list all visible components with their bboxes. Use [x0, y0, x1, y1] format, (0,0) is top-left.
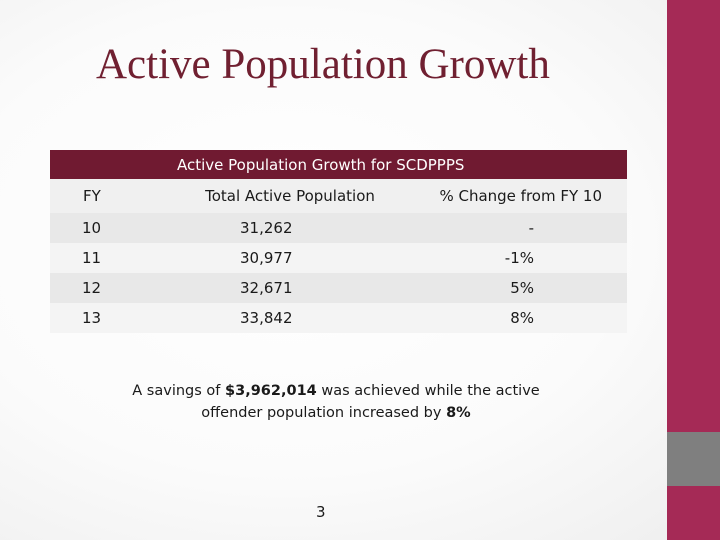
accent-bar-middle	[667, 432, 720, 486]
table-row: 13 33,842 8%	[50, 303, 627, 333]
note-savings-amount: $3,962,014	[225, 383, 317, 399]
table-caption-row: Active Population Growth for SCDPPPS	[50, 150, 627, 179]
accent-bar-top	[667, 0, 720, 432]
page-number: 3	[316, 503, 326, 521]
cell-total: 33,842	[170, 303, 410, 333]
cell-change: -	[410, 213, 627, 243]
table-row: 11 30,977 -1%	[50, 243, 627, 273]
cell-fy: 11	[50, 243, 170, 273]
note-middle: was achieved while the active offender p…	[201, 383, 540, 421]
table-row: 10 31,262 -	[50, 213, 627, 243]
population-table: Active Population Growth for SCDPPPS FY …	[50, 150, 627, 333]
table-header-row: FY Total Active Population % Change from…	[50, 179, 627, 213]
cell-total: 30,977	[170, 243, 410, 273]
note-prefix: A savings of	[132, 383, 226, 399]
cell-change: 8%	[410, 303, 627, 333]
table-row: 12 32,671 5%	[50, 273, 627, 303]
savings-note: A savings of $3,962,014 was achieved whi…	[100, 380, 572, 424]
cell-fy: 12	[50, 273, 170, 303]
cell-fy: 10	[50, 213, 170, 243]
table-caption: Active Population Growth for SCDPPPS	[170, 150, 627, 179]
cell-total: 31,262	[170, 213, 410, 243]
cell-fy: 13	[50, 303, 170, 333]
cell-change: 5%	[410, 273, 627, 303]
column-header-total: Total Active Population	[170, 179, 410, 213]
cell-change: -1%	[410, 243, 627, 273]
table-caption-spacer	[50, 150, 170, 179]
note-increase-percent: 8%	[446, 405, 471, 421]
column-header-fy: FY	[50, 179, 170, 213]
accent-bar-bottom	[667, 486, 720, 540]
column-header-change: % Change from FY 10	[410, 179, 627, 213]
slide-title: Active Population Growth	[96, 41, 550, 88]
cell-total: 32,671	[170, 273, 410, 303]
